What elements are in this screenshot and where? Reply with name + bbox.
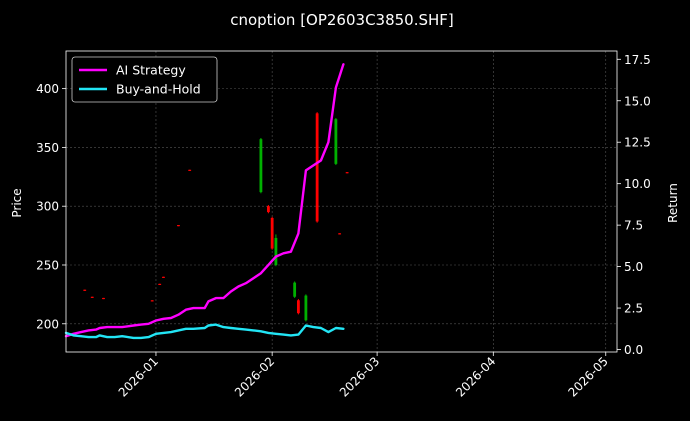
y-axis-label-right: Return: [666, 183, 680, 223]
legend-label-buy-and-hold: Buy-and-Hold: [116, 82, 201, 97]
candle-body: [270, 217, 274, 249]
candles: [83, 112, 349, 322]
candle-body: [315, 113, 319, 222]
candle-body: [296, 300, 300, 314]
candle-body: [102, 297, 105, 300]
candle-body: [83, 289, 87, 291]
tick-label-right: 7.5: [624, 219, 643, 233]
tick-label-left: 300: [36, 200, 59, 214]
tick-label-right: 0.0: [624, 343, 643, 357]
candle-body: [334, 119, 338, 164]
candle-body: [267, 206, 270, 213]
candle-body: [274, 237, 278, 265]
candle-body: [293, 282, 297, 297]
left-axis: 200 250 300 350 400: [36, 82, 66, 331]
tick-label-left: 250: [36, 258, 59, 272]
candle-body: [304, 295, 308, 321]
candle-body: [162, 276, 165, 278]
y-axis-label-left: Price: [10, 188, 24, 217]
tick-label-right: 12.5: [624, 136, 651, 150]
series-line-ai-strategy: [64, 63, 345, 338]
candle-body: [177, 225, 180, 227]
tick-label-right: 17.5: [624, 53, 651, 67]
tick-label-right: 15.0: [624, 94, 651, 108]
right-axis: 0.0 2.5 5.0 7.5 10.0 12.5 15.0 17.5: [617, 53, 651, 357]
candle-body: [345, 172, 349, 174]
series-line-buy-and-hold: [64, 323, 345, 340]
tick-label-right: 10.0: [624, 177, 651, 191]
tick-label-right: 5.0: [624, 260, 643, 274]
series-lines: [64, 63, 345, 340]
tick-label-left: 400: [36, 82, 59, 96]
tick-label-left: 350: [36, 141, 59, 155]
candle-body: [338, 233, 342, 235]
tick-label-right: 2.5: [624, 302, 643, 316]
candle-body: [259, 139, 263, 193]
legend-box: [71, 56, 218, 103]
candle-body: [188, 169, 192, 171]
plot-frame: [65, 50, 618, 353]
legend: AI Strategy Buy-and-Hold: [71, 56, 218, 103]
candle-body: [150, 300, 154, 302]
candle-body: [158, 283, 162, 286]
candle-body: [90, 296, 94, 298]
chart-title: cnoption [OP2603C3850.SHF]: [230, 11, 454, 29]
legend-label-ai-strategy: AI Strategy: [116, 63, 186, 78]
tick-label-left: 200: [36, 317, 59, 331]
